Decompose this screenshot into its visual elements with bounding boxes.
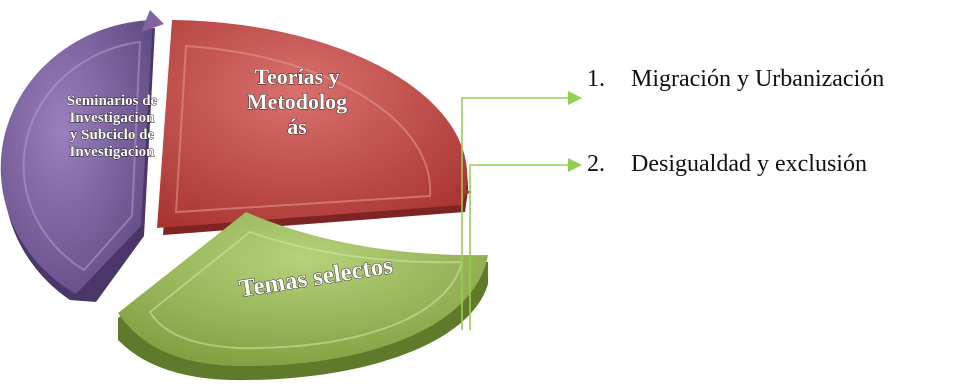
segment-temas: Temas selectos [118,212,488,381]
segment-label-line: Metodolog [247,89,347,114]
segment-label-line: Seminarios de [67,93,158,109]
arrowhead-2 [568,158,582,172]
list-item-1-number: 1. [587,66,605,92]
list-item-2-number: 2. [587,151,605,177]
segment-teorias: Teorías y Metodolog ás [157,20,472,235]
connector-2 [469,164,568,330]
segment-label-line: Investigacion [69,110,155,126]
list-item-1-label: Migración y Urbanización [631,66,885,92]
segment-label-line: y Subciclo de [70,127,155,143]
connector-arrows [568,91,582,172]
connector-1 [461,97,568,330]
connector-lines [461,97,568,330]
segment-label-line: Investigacion [69,144,155,160]
list-item-1: 1. Migración y Urbanización [587,66,884,93]
list-item-2-label: Desigualdad y exclusión [631,151,867,177]
segment-label-teorias: Teorías y Metodolog ás [247,64,347,139]
segment-seminarios: Seminarios de Investigacion y Subciclo de I… [0,10,164,302]
segment-label-line: ás [287,114,307,139]
segment-label-seminarios: Seminarios de Investigacion y Subciclo de I… [67,93,158,160]
arrowhead-1 [568,91,582,105]
segment-label-line: Teorías y [254,64,339,89]
list-item-2: 2. Desigualdad y exclusión [587,151,867,178]
